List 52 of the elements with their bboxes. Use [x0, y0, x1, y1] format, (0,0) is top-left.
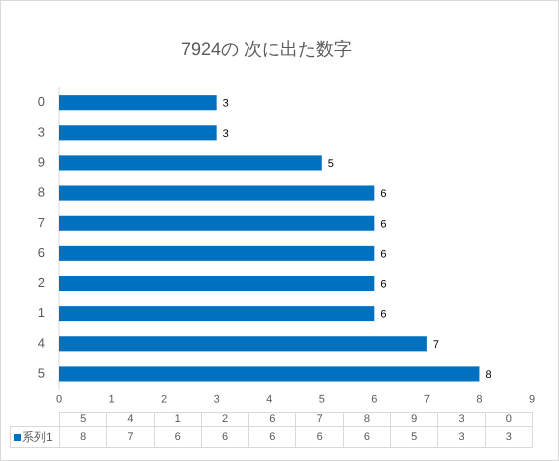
x-tick-label: 1 — [108, 394, 115, 406]
data-label: 5 — [328, 158, 334, 170]
category-label: 3 — [458, 431, 465, 443]
category-label: 9 — [411, 413, 418, 425]
category-label: 5 — [80, 413, 86, 425]
category-label: 6 — [269, 413, 276, 425]
category-label: 1 — [174, 413, 181, 425]
category-label: 3 — [458, 413, 465, 425]
y-tick-label: 4 — [38, 335, 45, 350]
data-label: 6 — [380, 278, 386, 291]
data-label: 3 — [222, 98, 229, 110]
y-tick-label: 5 — [38, 366, 45, 381]
legend-label: 系列1 — [10, 426, 60, 448]
y-tick-label: 3 — [38, 124, 45, 140]
data-label: 8 — [485, 368, 492, 381]
x-tick-label: 0 — [56, 394, 62, 406]
x-tick-label: 3 — [214, 394, 220, 406]
x-tick-label: 4 — [266, 394, 272, 406]
chart-title: 7924の 次に出た数字 — [180, 38, 352, 59]
x-tick-label: 7 — [424, 394, 430, 406]
data-label: 6 — [380, 308, 386, 321]
category-label: 7 — [127, 431, 134, 443]
data-label: 7 — [432, 338, 440, 351]
y-tick-label: 8 — [38, 184, 45, 200]
category-label: 6 — [269, 431, 276, 443]
category-label: 5 — [411, 431, 418, 443]
category-label: 6 — [222, 431, 228, 443]
category-label: 3 — [506, 431, 512, 443]
data-label: 6 — [380, 188, 386, 200]
y-tick-label: 6 — [38, 244, 45, 260]
x-tick-label: 8 — [476, 394, 483, 406]
data-label: 3 — [222, 128, 229, 140]
category-label: 8 — [80, 431, 86, 443]
y-tick-label: 2 — [38, 275, 45, 290]
category-label: 2 — [222, 413, 228, 425]
category-label: 8 — [364, 413, 370, 425]
category-label: 0 — [506, 413, 512, 425]
x-tick-label: 2 — [161, 394, 168, 406]
category-label: 6 — [364, 431, 370, 443]
x-tick-label: 9 — [528, 394, 536, 406]
x-tick-label: 6 — [371, 394, 378, 406]
category-label: 7 — [316, 413, 323, 425]
data-label: 6 — [380, 218, 386, 230]
data-label: 6 — [380, 248, 386, 260]
y-tick-label: 9 — [38, 154, 45, 170]
category-label: 6 — [316, 431, 323, 443]
y-tick-label: 7 — [38, 214, 45, 230]
y-tick-label: 1 — [38, 305, 45, 320]
category-label: 4 — [127, 413, 134, 425]
y-tick-label: 0 — [38, 94, 45, 110]
category-label: 6 — [174, 431, 181, 443]
x-tick-label: 5 — [318, 394, 325, 406]
